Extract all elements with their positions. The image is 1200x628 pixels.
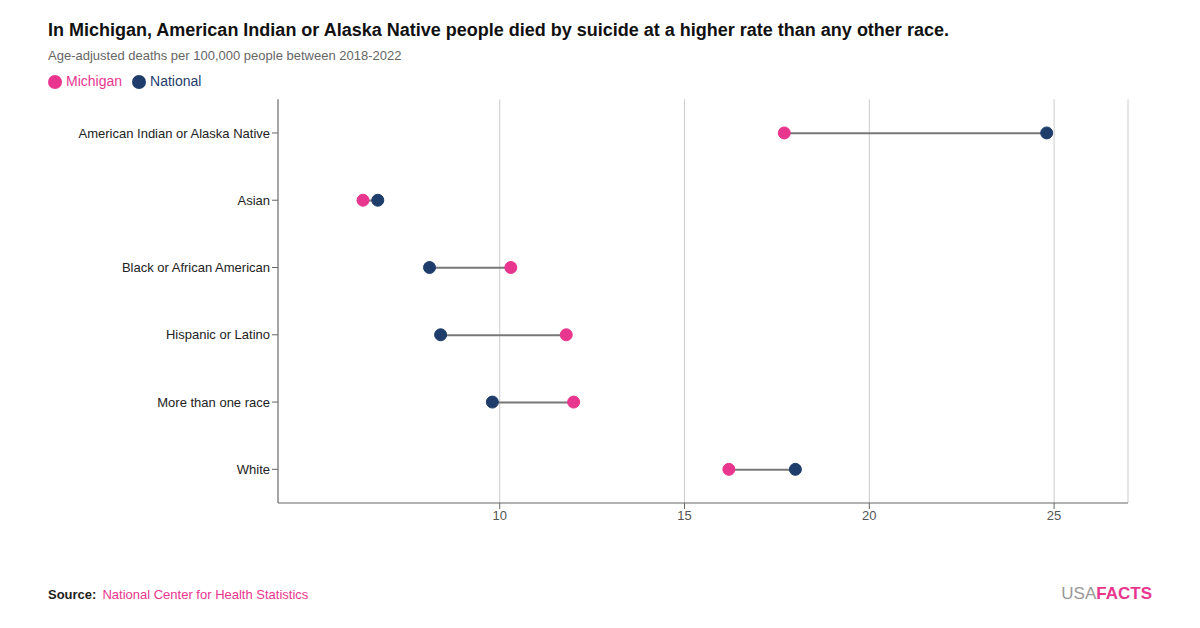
svg-text:Black or African American: Black or African American	[122, 260, 270, 275]
svg-text:10: 10	[493, 508, 507, 523]
svg-text:20: 20	[862, 508, 876, 523]
svg-text:15: 15	[677, 508, 691, 523]
html-text:Source: National Center for He: Source: National Center for Health Stati…	[48, 587, 309, 602]
html-text:In Michigan, American Indian o: In Michigan, American Indian or Alaska N…	[48, 20, 949, 40]
html-text:USA FACTS: USA FACTS	[1061, 584, 1152, 603]
html-text:Michigan: Michigan	[66, 73, 122, 89]
svg-text:American Indian or Alaska Nati: American Indian or Alaska Native	[79, 126, 270, 141]
svg-text:More than one race: More than one race	[157, 395, 270, 410]
svg-text:Hispanic or Latino: Hispanic or Latino	[166, 327, 270, 342]
html-text:Age-adjusted deaths per 100,00: Age-adjusted deaths per 100,000 people b…	[48, 48, 402, 63]
svg-text:White: White	[237, 462, 270, 477]
svg-text:25: 25	[1047, 508, 1061, 523]
html-text:National: National	[150, 73, 202, 89]
svg-text:Asian: Asian	[237, 193, 270, 208]
